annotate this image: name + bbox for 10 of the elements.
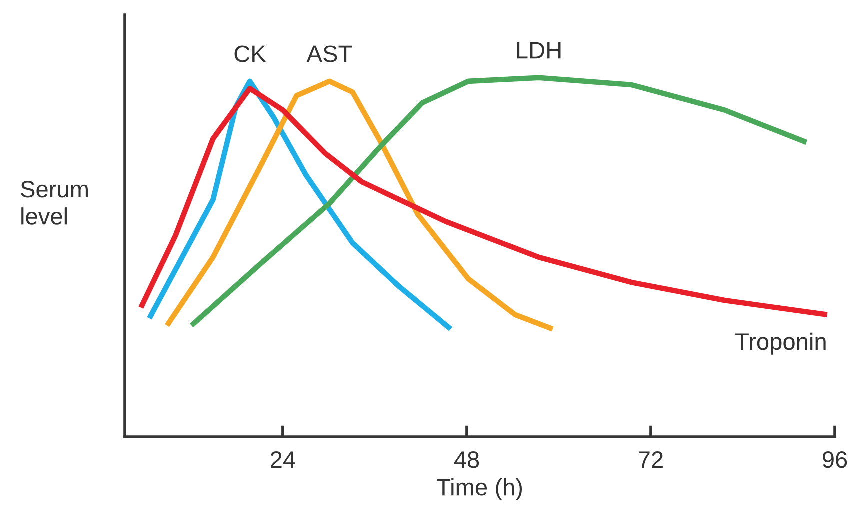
x-axis-title: Time (h): [437, 478, 522, 500]
series-label: Troponin: [736, 332, 826, 355]
y-axis-title: Serum level: [21, 181, 88, 225]
x-tick-label: 24: [271, 452, 296, 468]
x-tick-label: 96: [822, 452, 848, 468]
series-label: AST: [306, 46, 352, 62]
series-label: LDH: [517, 42, 561, 59]
series-label: CK: [234, 46, 266, 62]
x-tick-label: 72: [639, 452, 663, 468]
x-tick-label: 48: [454, 452, 480, 468]
